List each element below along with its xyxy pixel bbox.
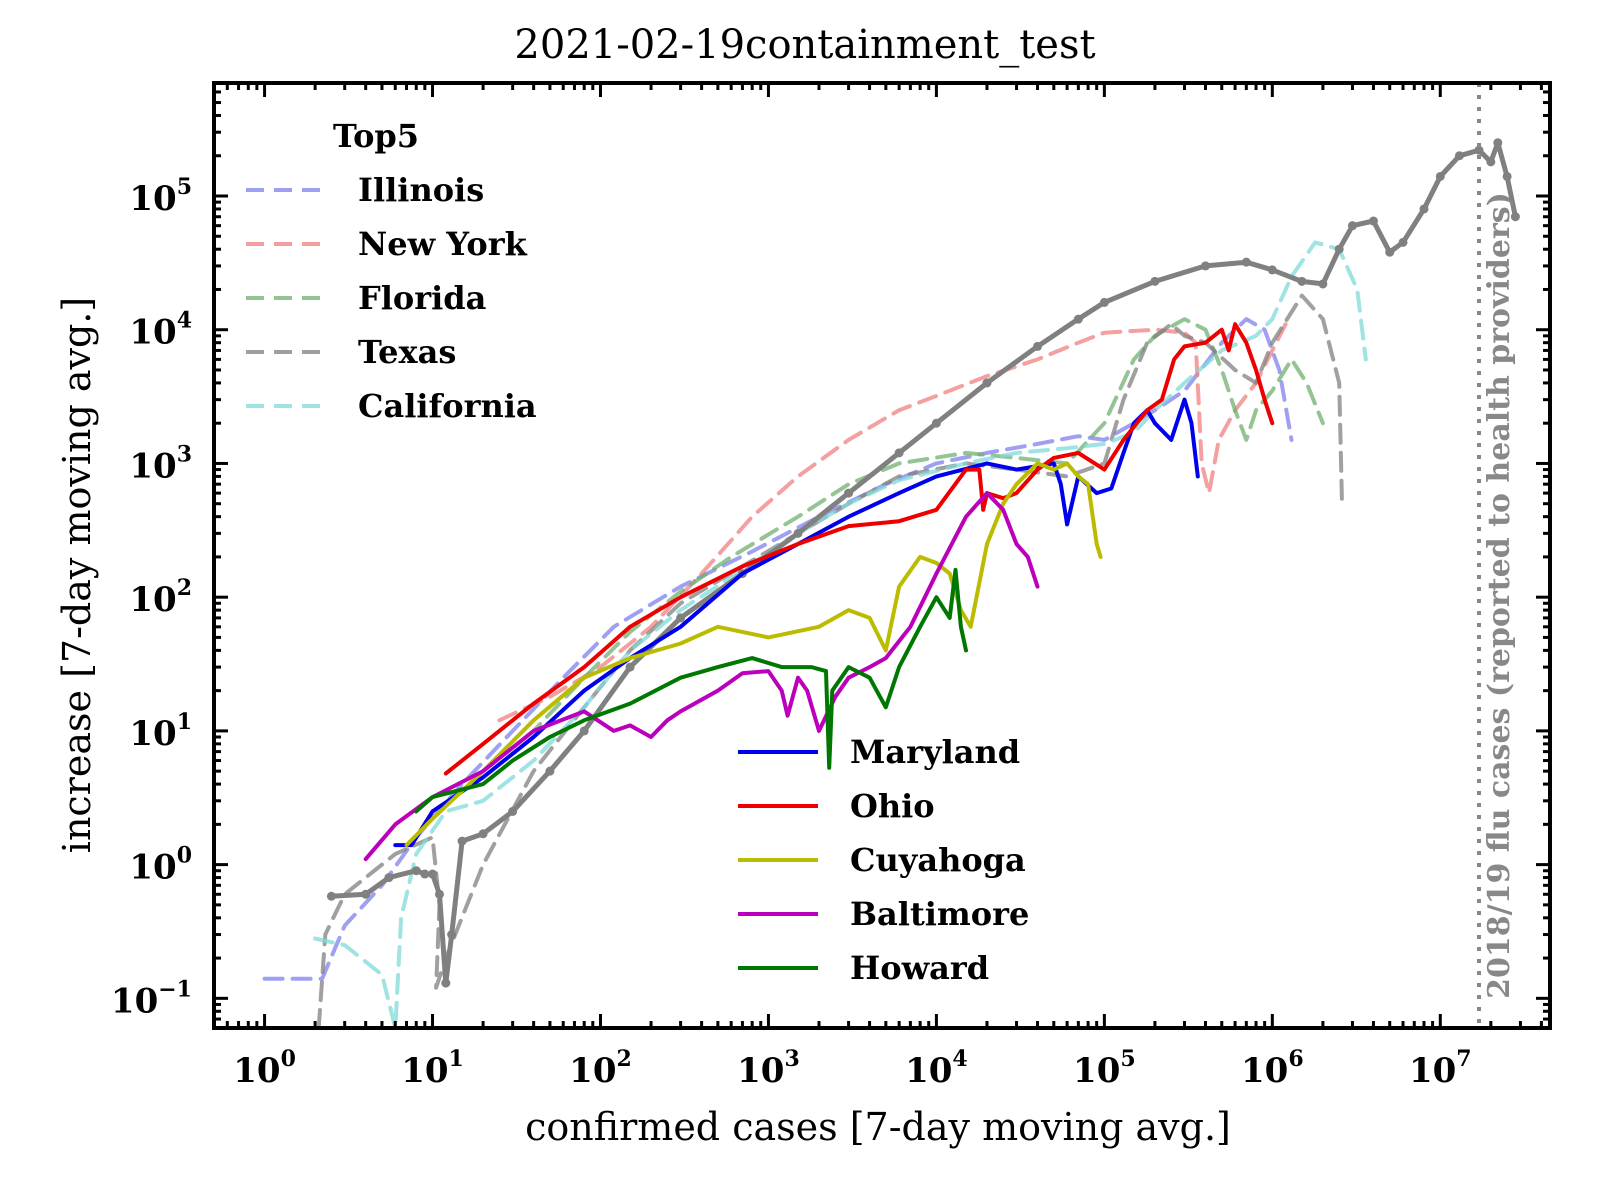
series-marker [457, 836, 467, 846]
series-line-howard [414, 567, 968, 814]
series-marker [1398, 237, 1408, 247]
tick-label: 103 [737, 1046, 800, 1091]
x-axis-label: confirmed cases [7-day moving avg.] [525, 1105, 1231, 1149]
tick-label: 100 [233, 1046, 296, 1091]
tick-label: 100 [129, 843, 192, 888]
series-marker [1318, 279, 1328, 289]
series-marker [676, 613, 686, 623]
legend-entry: New York [358, 225, 528, 263]
series-marker [1454, 151, 1464, 161]
series-marker [982, 378, 992, 388]
chart-title: 2021-02-19containment_test [514, 22, 1095, 68]
legend-entry: Cuyahoga [850, 841, 1026, 879]
series-line-florida [481, 317, 1325, 774]
tick-label: 101 [401, 1046, 464, 1091]
series-marker [434, 889, 444, 899]
series-marker [1033, 341, 1043, 351]
series-marker [1474, 145, 1484, 155]
series-marker [1099, 297, 1109, 307]
series-marker [1150, 276, 1160, 286]
series-line-texas [316, 293, 1344, 1028]
series-marker [545, 766, 555, 776]
tick-label: 10−1 [111, 976, 192, 1021]
tick-label: 101 [129, 709, 192, 754]
y-axis-label: increase [7-day moving avg.] [55, 297, 99, 853]
series-marker [931, 418, 941, 428]
series-marker [844, 488, 854, 498]
legend-entry: Ohio [850, 787, 935, 825]
series-marker [1334, 244, 1344, 254]
series-marker [894, 448, 904, 458]
series-marker [1502, 171, 1512, 181]
reference-line-layer: 2018/19 flu cases (reported to health pr… [1476, 83, 1517, 1028]
series-line-california [313, 240, 1368, 1028]
series-marker [326, 891, 336, 901]
legend-title: Top5 [333, 117, 419, 155]
series-marker [1435, 171, 1445, 181]
legend-regions: Maryland Ohio Cuyahoga Baltimore Howard [738, 733, 1029, 987]
series-line-texas-dotted [328, 140, 1518, 986]
reference-line-label: 2018/19 flu cases (reported to health pr… [1482, 192, 1517, 999]
legend-entry: Texas [358, 333, 456, 371]
series-marker [411, 866, 421, 876]
tick-label: 102 [129, 575, 192, 620]
legend-entry: Florida [358, 279, 486, 317]
series-marker [1385, 247, 1395, 257]
legend-entry: California [358, 387, 537, 425]
series-marker [1510, 212, 1520, 222]
series-marker [1200, 261, 1210, 271]
tick-label: 104 [129, 308, 192, 353]
series-layer [262, 138, 1520, 1028]
series-marker [579, 726, 589, 736]
tick-label: 103 [129, 441, 192, 486]
tick-label: 107 [1409, 1046, 1472, 1091]
tick-label: 105 [1073, 1046, 1136, 1091]
series-line-baltimore [363, 491, 1040, 862]
ticks-layer: 100 101 102 103 104 105 106 107 10−1 100 101 102 103… [111, 81, 1550, 1091]
series-marker [1073, 314, 1083, 324]
series-line-ohio [443, 322, 1275, 776]
legend-entry: Howard [850, 949, 989, 987]
series-marker [1368, 216, 1378, 226]
series-marker [508, 806, 518, 816]
series-line-cuyahoga [404, 461, 1103, 848]
series-marker [1419, 204, 1429, 214]
series-marker [420, 869, 430, 879]
series-marker [1241, 257, 1251, 267]
tick-label: 105 [129, 174, 192, 219]
tick-label: 102 [569, 1046, 632, 1091]
series-marker [1493, 138, 1503, 148]
tick-label: 106 [1241, 1046, 1304, 1091]
series-line-maryland [393, 397, 1200, 848]
series-marker [447, 930, 457, 940]
series-marker [1347, 221, 1357, 231]
legend-entry: Baltimore [850, 895, 1029, 933]
series-marker [1486, 157, 1496, 167]
series-marker [1267, 265, 1277, 275]
legend-top5: Top5 Illinois New York Florida Texas Californ… [246, 117, 537, 425]
series-marker [625, 662, 635, 672]
series-marker [793, 528, 803, 538]
series-marker [441, 978, 451, 988]
series-marker [478, 829, 488, 839]
legend-entry: Maryland [850, 733, 1020, 771]
series-marker [361, 889, 371, 899]
tick-label: 104 [905, 1046, 968, 1091]
series-marker [428, 869, 438, 879]
series-marker [384, 873, 394, 883]
legend-entry: Illinois [358, 171, 484, 209]
series-marker [1297, 276, 1307, 286]
